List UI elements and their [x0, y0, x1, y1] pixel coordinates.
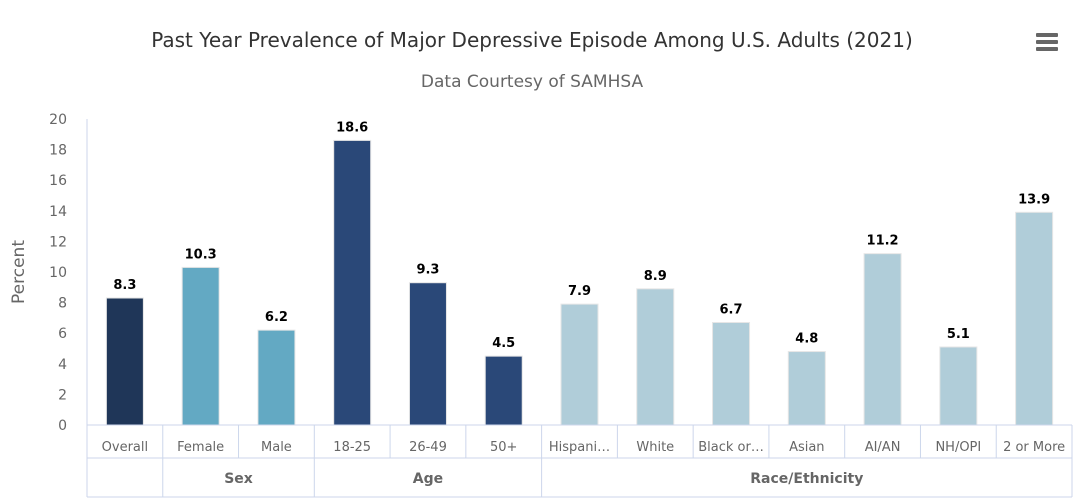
y-tick-label: 14 — [49, 204, 67, 220]
data-label: 7.9 — [568, 284, 591, 299]
group-label: Sex — [224, 471, 253, 487]
bar — [333, 139, 372, 426]
data-label: 6.2 — [265, 310, 288, 325]
data-label: 10.3 — [185, 247, 217, 262]
x-tick-label: Female — [177, 440, 224, 455]
chart-subtitle: Data Courtesy of SAMHSA — [421, 72, 644, 92]
group-label: Age — [413, 471, 443, 487]
data-label: 13.9 — [1018, 192, 1050, 207]
chart-title: Past Year Prevalence of Major Depressive… — [151, 28, 913, 52]
y-tick-label: 8 — [58, 296, 67, 312]
x-tick-label: 2 or More — [1003, 440, 1065, 455]
data-label: 4.5 — [492, 336, 515, 351]
bar — [484, 355, 523, 426]
data-label: 18.6 — [336, 120, 368, 135]
data-label: 4.8 — [795, 332, 818, 347]
y-tick-label: 20 — [49, 112, 67, 128]
bar — [636, 288, 675, 426]
bar — [181, 266, 220, 426]
y-tick-label: 6 — [58, 326, 67, 342]
data-label: 8.9 — [644, 269, 667, 284]
x-tick-label: 50+ — [490, 440, 517, 455]
y-tick-label: 10 — [49, 265, 67, 281]
data-label: 8.3 — [113, 278, 136, 293]
x-tick-label: 18-25 — [333, 440, 371, 455]
x-tick-label: 26-49 — [409, 440, 447, 455]
x-tick-label: Asian — [789, 440, 824, 455]
x-tick-label: NH/OPI — [935, 440, 981, 455]
hamburger-menu-icon[interactable] — [1036, 33, 1058, 53]
bar — [257, 329, 296, 426]
group-label: Race/Ethnicity — [750, 471, 863, 487]
bar — [1015, 211, 1054, 426]
x-tick-label: Overall — [102, 440, 148, 455]
bar — [939, 346, 978, 426]
y-tick-label: 18 — [49, 143, 67, 159]
x-tick-label: AI/AN — [865, 440, 901, 455]
x-tick-label: Male — [261, 440, 292, 455]
bar — [712, 321, 751, 426]
data-label: 11.2 — [867, 234, 899, 249]
bar — [787, 351, 826, 426]
bar — [560, 303, 599, 426]
y-axis-title: Percent — [9, 240, 29, 304]
data-label: 5.1 — [947, 327, 970, 342]
y-tick-label: 16 — [49, 173, 67, 189]
bar — [105, 297, 144, 426]
x-tick-label: White — [636, 440, 674, 455]
x-tick-label: Hispani… — [549, 440, 610, 455]
x-tick-label: Black or… — [698, 440, 764, 455]
y-tick-label: 4 — [58, 357, 67, 373]
data-label: 9.3 — [416, 263, 439, 278]
bar — [863, 253, 902, 426]
bar — [408, 282, 447, 426]
data-label: 6.7 — [720, 302, 743, 317]
y-tick-label: 0 — [58, 418, 67, 434]
y-tick-label: 12 — [49, 234, 67, 250]
y-tick-label: 2 — [58, 387, 67, 403]
